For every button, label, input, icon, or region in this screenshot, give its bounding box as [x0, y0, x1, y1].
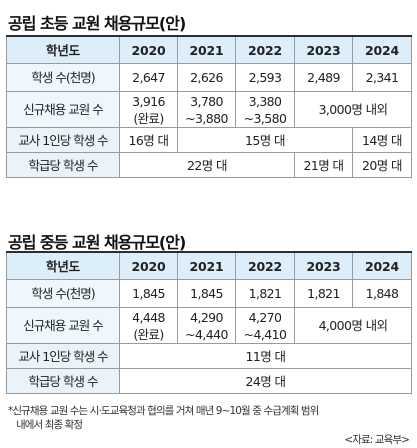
middle-per-teacher-row: 교사 1인당 학생 수 11명 대 [6, 343, 412, 369]
students-2024: 1,848 [352, 279, 412, 308]
per-teacher-2020: 16명 대 [119, 127, 178, 153]
header-cell-2023: 2023 [294, 251, 353, 280]
students-2023: 2,489 [294, 63, 353, 92]
students-2021: 1,845 [177, 279, 236, 308]
per-teacher-label: 교사 1인당 학생 수 [6, 127, 120, 153]
hiring-2021-high: ~3,880 [185, 110, 228, 126]
students-label: 학생 수(천명) [6, 63, 120, 92]
per-teacher-2024: 14명 대 [352, 127, 412, 153]
students-2021: 2,626 [177, 63, 236, 92]
source-credit: <자료: 교육부> [344, 434, 410, 446]
header-cell-2020: 2020 [119, 251, 178, 280]
hiring-2022-low: 4,270 [248, 309, 282, 325]
elementary-hiring-row: 신규채용 교원 수 3,916 (완료) 3,780 ~3,880 3,380 … [6, 91, 412, 128]
hiring-2020-note: (완료) [133, 326, 164, 342]
hiring-2023-2024: 3,000명 내외 [294, 91, 412, 128]
hiring-2020: 3,916 (완료) [119, 91, 178, 128]
elementary-header-row: 학년도 2020 2021 2022 2023 2024 [6, 35, 412, 64]
middle-table-title: 공립 중등 교원 채용규모(안) [8, 233, 186, 252]
per-class-2023: 21명 대 [294, 152, 353, 178]
hiring-2021-high: ~4,440 [185, 326, 228, 342]
students-2023: 1,821 [294, 279, 353, 308]
per-teacher-label: 교사 1인당 학생 수 [6, 343, 120, 369]
header-cell-2020: 2020 [119, 35, 178, 64]
per-teacher-all-years: 11명 대 [119, 343, 412, 369]
footnote: *신규채용 교원 수는 시·도교육청과 협의를 거쳐 매년 9~10월 중 수급… [8, 404, 413, 432]
header-cell-year-label: 학년도 [6, 35, 120, 64]
footnote-line-2: 내에서 최종 확정 [16, 419, 83, 431]
hiring-2022-high: ~4,410 [243, 326, 287, 342]
hiring-2022: 3,380 ~3,580 [235, 91, 295, 128]
hiring-2021: 3,780 ~3,880 [177, 91, 236, 128]
middle-students-row: 학생 수(천명) 1,845 1,845 1,821 1,821 1,848 [6, 279, 412, 308]
hiring-2022-low: 3,380 [248, 93, 282, 109]
hiring-label: 신규채용 교원 수 [6, 307, 120, 344]
students-2020: 1,845 [119, 279, 178, 308]
hiring-2021: 4,290 ~4,440 [177, 307, 236, 344]
elementary-per-teacher-row: 교사 1인당 학생 수 16명 대 15명 대 14명 대 [6, 127, 412, 153]
header-cell-2023: 2023 [294, 35, 353, 64]
header-cell-2022: 2022 [235, 251, 295, 280]
hiring-2021-low: 4,290 [190, 309, 223, 325]
elementary-table-title: 공립 초등 교원 채용규모(안) [8, 14, 186, 33]
middle-hiring-row: 신규채용 교원 수 4,448 (완료) 4,290 ~4,440 4,270 … [6, 307, 412, 344]
middle-header-row: 학년도 2020 2021 2022 2023 2024 [6, 251, 412, 280]
hiring-2021-low: 3,780 [190, 93, 223, 109]
elementary-per-class-row: 학급당 학생 수 22명 대 21명 대 20명 대 [6, 152, 412, 178]
per-class-2024: 20명 대 [352, 152, 412, 178]
hiring-2020: 4,448 (완료) [119, 307, 178, 344]
per-teacher-2021-2023: 15명 대 [177, 127, 353, 153]
students-2020: 2,647 [119, 63, 178, 92]
header-cell-2021: 2021 [177, 251, 236, 280]
per-class-all-years: 24명 대 [119, 368, 412, 394]
hiring-2020-note: (완료) [133, 110, 164, 126]
per-class-label: 학급당 학생 수 [6, 368, 120, 394]
hiring-label: 신규채용 교원 수 [6, 91, 120, 128]
header-cell-2024: 2024 [352, 251, 412, 280]
students-2024: 2,341 [352, 63, 412, 92]
header-cell-2022: 2022 [235, 35, 295, 64]
per-class-label: 학급당 학생 수 [6, 152, 120, 178]
hiring-2020-value: 4,448 [132, 309, 165, 325]
header-cell-year-label: 학년도 [6, 251, 120, 280]
elementary-students-row: 학생 수(천명) 2,647 2,626 2,593 2,489 2,341 [6, 63, 412, 92]
middle-hiring-table: 학년도 2020 2021 2022 2023 2024 학생 수(천명) 1,… [6, 251, 412, 394]
elementary-hiring-table: 학년도 2020 2021 2022 2023 2024 학생 수(천명) 2,… [6, 35, 412, 178]
students-2022: 2,593 [235, 63, 295, 92]
footnote-line-1: *신규채용 교원 수는 시·도교육청과 협의를 거쳐 매년 9~10월 중 수급… [8, 405, 319, 417]
hiring-2020-value: 3,916 [132, 93, 165, 109]
header-cell-2021: 2021 [177, 35, 236, 64]
hiring-2023-2024: 4,000명 내외 [294, 307, 412, 344]
header-cell-2024: 2024 [352, 35, 412, 64]
per-class-2020-2022: 22명 대 [119, 152, 295, 178]
middle-per-class-row: 학급당 학생 수 24명 대 [6, 368, 412, 394]
students-2022: 1,821 [235, 279, 295, 308]
hiring-2022: 4,270 ~4,410 [235, 307, 295, 344]
hiring-2022-high: ~3,580 [243, 110, 287, 126]
students-label: 학생 수(천명) [6, 279, 120, 308]
